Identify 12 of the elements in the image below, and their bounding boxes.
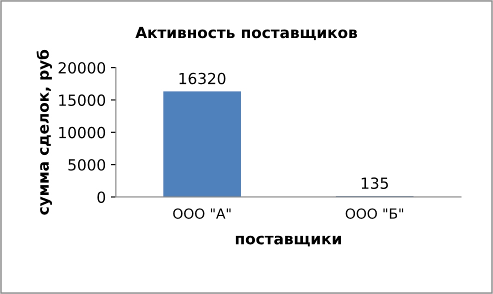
y-tick-label: 10000 [59,126,106,138]
data-label: 16320 [180,72,226,84]
y-tick-label: 0 [97,191,106,203]
x-axis-title: поставщики [236,236,341,246]
y-tick-label: 5000 [68,159,106,171]
y-axis-title: сумма сделок, руб [36,50,52,215]
x-tick-label: ООО "А" [173,208,231,219]
y-tick-label: 15000 [59,94,106,106]
x-tick-label: ООО "Б" [346,208,404,219]
data-label: 135 [362,177,388,189]
chart-title: Активность поставщиков [135,26,358,40]
y-tick-label: 20000 [58,62,106,74]
